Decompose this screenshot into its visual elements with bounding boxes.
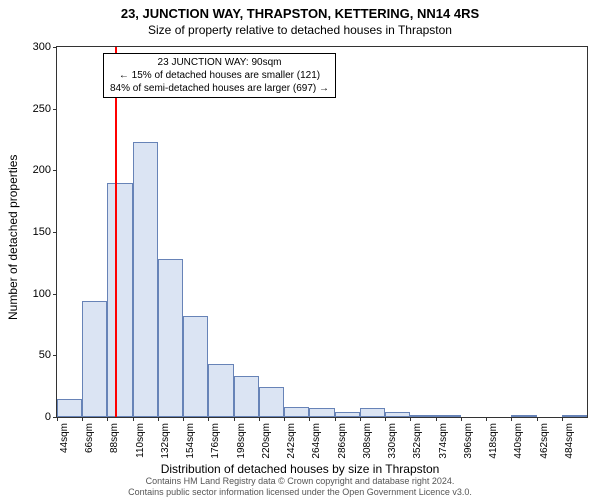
xtick-mark: [360, 417, 361, 421]
footer-line-1: Contains HM Land Registry data © Crown c…: [0, 476, 600, 487]
histogram-bar: [511, 415, 536, 417]
histogram-bar: [360, 408, 385, 417]
xtick-mark: [335, 417, 336, 421]
ytick-label: 100: [33, 288, 51, 300]
xtick-label: 352sqm: [412, 423, 423, 459]
histogram-bar: [183, 316, 208, 417]
xtick-label: 154sqm: [185, 423, 196, 459]
histogram-bar: [309, 408, 334, 417]
xtick-label: 418sqm: [488, 423, 499, 459]
footer-line-2: Contains public sector information licen…: [0, 487, 600, 498]
xtick-mark: [183, 417, 184, 421]
xtick-mark: [82, 417, 83, 421]
histogram-bar: [82, 301, 107, 417]
histogram-bar: [259, 387, 284, 417]
ytick-label: 0: [45, 411, 51, 423]
xtick-label: 308sqm: [362, 423, 373, 459]
ytick-mark: [53, 355, 57, 356]
histogram-bar: [57, 399, 82, 418]
xtick-mark: [57, 417, 58, 421]
xtick-mark: [385, 417, 386, 421]
xtick-mark: [511, 417, 512, 421]
xtick-mark: [133, 417, 134, 421]
plot-area: 05010015020025030044sqm66sqm88sqm110sqm1…: [56, 46, 588, 418]
xtick-label: 132sqm: [160, 423, 171, 459]
xtick-label: 286sqm: [337, 423, 348, 459]
xtick-mark: [410, 417, 411, 421]
xtick-label: 264sqm: [311, 423, 322, 459]
chart-container: 23, JUNCTION WAY, THRAPSTON, KETTERING, …: [0, 0, 600, 500]
histogram-bar: [158, 259, 183, 417]
xtick-label: 462sqm: [539, 423, 550, 459]
histogram-bar: [133, 142, 158, 417]
xtick-label: 110sqm: [135, 423, 146, 458]
annotation-line-3: 84% of semi-detached houses are larger (…: [110, 82, 329, 95]
xtick-mark: [486, 417, 487, 421]
chart-title: 23, JUNCTION WAY, THRAPSTON, KETTERING, …: [0, 0, 600, 21]
y-axis-label: Number of detached properties: [6, 155, 20, 320]
histogram-bar: [436, 415, 461, 417]
xtick-label: 66sqm: [84, 423, 95, 453]
histogram-bar: [385, 412, 410, 417]
histogram-bar: [284, 407, 309, 417]
x-axis-label: Distribution of detached houses by size …: [0, 462, 600, 476]
xtick-label: 484sqm: [564, 423, 575, 459]
xtick-mark: [309, 417, 310, 421]
ytick-label: 150: [33, 226, 51, 238]
xtick-label: 220sqm: [261, 423, 272, 459]
annotation-line-1: 23 JUNCTION WAY: 90sqm: [110, 56, 329, 69]
xtick-mark: [234, 417, 235, 421]
ytick-mark: [53, 232, 57, 233]
xtick-mark: [107, 417, 108, 421]
xtick-mark: [284, 417, 285, 421]
ytick-label: 250: [33, 103, 51, 115]
xtick-label: 44sqm: [59, 423, 70, 453]
ytick-label: 50: [39, 349, 51, 361]
ytick-mark: [53, 294, 57, 295]
annotation-box: 23 JUNCTION WAY: 90sqm← 15% of detached …: [103, 53, 336, 98]
ytick-label: 200: [33, 164, 51, 176]
annotation-line-2: ← 15% of detached houses are smaller (12…: [110, 69, 329, 82]
histogram-bar: [107, 183, 132, 417]
xtick-label: 374sqm: [438, 423, 449, 459]
xtick-label: 242sqm: [286, 423, 297, 459]
xtick-label: 88sqm: [109, 423, 120, 453]
xtick-mark: [537, 417, 538, 421]
histogram-bar: [410, 415, 435, 417]
xtick-label: 176sqm: [210, 423, 221, 459]
histogram-bar: [208, 364, 233, 417]
xtick-mark: [436, 417, 437, 421]
xtick-mark: [562, 417, 563, 421]
xtick-label: 440sqm: [513, 423, 524, 459]
property-marker-line: [115, 47, 117, 417]
histogram-bar: [335, 412, 360, 417]
ytick-label: 300: [33, 41, 51, 53]
ytick-mark: [53, 109, 57, 110]
xtick-mark: [461, 417, 462, 421]
xtick-label: 330sqm: [387, 423, 398, 459]
xtick-mark: [259, 417, 260, 421]
ytick-mark: [53, 47, 57, 48]
xtick-mark: [208, 417, 209, 421]
xtick-label: 396sqm: [463, 423, 474, 459]
chart-subtitle: Size of property relative to detached ho…: [0, 21, 600, 37]
ytick-mark: [53, 170, 57, 171]
histogram-bar: [562, 415, 587, 417]
footer-text: Contains HM Land Registry data © Crown c…: [0, 476, 600, 498]
histogram-bar: [234, 376, 259, 417]
xtick-label: 198sqm: [236, 423, 247, 459]
xtick-mark: [158, 417, 159, 421]
